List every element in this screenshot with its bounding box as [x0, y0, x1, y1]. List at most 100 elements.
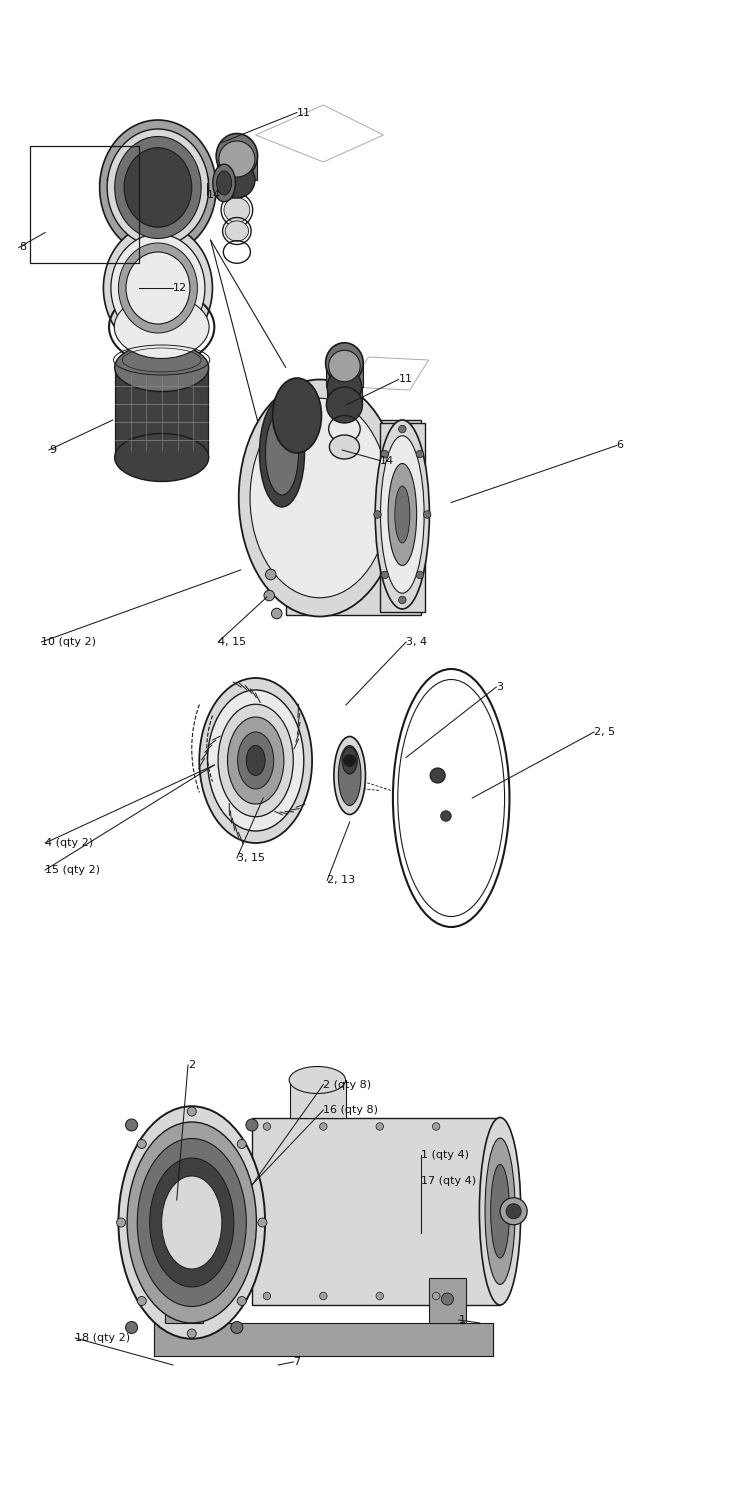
Ellipse shape: [111, 234, 205, 342]
Text: 3, 15: 3, 15: [237, 853, 265, 862]
Circle shape: [258, 1218, 267, 1227]
Polygon shape: [115, 368, 208, 458]
Ellipse shape: [250, 399, 390, 597]
Polygon shape: [286, 420, 421, 615]
Ellipse shape: [247, 746, 265, 776]
Ellipse shape: [327, 369, 362, 405]
Circle shape: [231, 1322, 243, 1334]
Circle shape: [263, 1292, 271, 1300]
Circle shape: [126, 1119, 138, 1131]
Circle shape: [399, 596, 406, 604]
Circle shape: [187, 1329, 196, 1338]
Text: 2: 2: [188, 1060, 195, 1070]
Text: 18 (qty 2): 18 (qty 2): [75, 1334, 130, 1342]
Circle shape: [138, 1296, 147, 1305]
Ellipse shape: [114, 136, 202, 238]
Circle shape: [320, 1122, 327, 1131]
Circle shape: [432, 1292, 440, 1300]
Ellipse shape: [208, 690, 304, 831]
Circle shape: [374, 510, 381, 519]
Ellipse shape: [326, 387, 362, 423]
Text: 14: 14: [207, 190, 221, 200]
Text: 2 (qty 8): 2 (qty 8): [323, 1080, 371, 1089]
Circle shape: [441, 810, 451, 822]
Text: 6: 6: [617, 441, 623, 450]
Circle shape: [344, 754, 356, 766]
Ellipse shape: [338, 746, 361, 806]
Ellipse shape: [118, 1107, 265, 1338]
Circle shape: [376, 1292, 384, 1300]
Ellipse shape: [219, 141, 255, 177]
Circle shape: [320, 1292, 327, 1300]
Text: 4, 15: 4, 15: [218, 638, 246, 646]
Circle shape: [506, 1203, 521, 1219]
Circle shape: [441, 1293, 453, 1305]
Ellipse shape: [273, 378, 322, 453]
Ellipse shape: [225, 220, 249, 242]
Circle shape: [264, 590, 274, 602]
Text: 16 (qty 8): 16 (qty 8): [323, 1106, 378, 1114]
Ellipse shape: [334, 736, 365, 815]
Polygon shape: [380, 423, 425, 612]
Bar: [30, 146, 139, 262]
Text: 10 (qty 2): 10 (qty 2): [41, 638, 96, 646]
Circle shape: [271, 608, 282, 619]
Ellipse shape: [265, 411, 299, 495]
Text: 11: 11: [297, 108, 311, 117]
Circle shape: [265, 568, 276, 580]
Circle shape: [416, 450, 423, 458]
Ellipse shape: [107, 165, 209, 195]
Ellipse shape: [217, 171, 232, 195]
Ellipse shape: [224, 198, 250, 222]
Ellipse shape: [218, 705, 293, 816]
Ellipse shape: [342, 747, 357, 774]
Ellipse shape: [103, 225, 212, 352]
Bar: [290, 1080, 346, 1118]
Ellipse shape: [259, 399, 305, 507]
Ellipse shape: [238, 732, 274, 789]
Ellipse shape: [217, 134, 257, 178]
Ellipse shape: [107, 129, 209, 246]
Text: 4 (qty 2): 4 (qty 2): [45, 839, 93, 848]
Ellipse shape: [119, 243, 197, 333]
Ellipse shape: [114, 344, 209, 392]
Text: 3: 3: [496, 682, 503, 692]
Ellipse shape: [124, 148, 192, 228]
Ellipse shape: [162, 1176, 222, 1269]
Text: 2, 5: 2, 5: [594, 728, 615, 736]
Circle shape: [126, 1322, 138, 1334]
Polygon shape: [327, 387, 362, 405]
Ellipse shape: [126, 252, 190, 324]
Polygon shape: [429, 1278, 466, 1323]
Circle shape: [423, 510, 431, 519]
Ellipse shape: [491, 1164, 510, 1258]
Text: 12: 12: [173, 284, 187, 292]
Text: 2, 13: 2, 13: [327, 876, 355, 885]
Polygon shape: [217, 159, 257, 180]
Text: 1 (qty 4): 1 (qty 4): [421, 1150, 469, 1160]
Circle shape: [432, 1122, 440, 1131]
Polygon shape: [154, 1323, 493, 1356]
Ellipse shape: [480, 1118, 520, 1305]
Circle shape: [416, 572, 423, 579]
Circle shape: [237, 1140, 246, 1149]
Circle shape: [237, 1296, 246, 1305]
Circle shape: [381, 572, 389, 579]
Ellipse shape: [99, 120, 217, 255]
Circle shape: [399, 424, 406, 433]
Circle shape: [381, 450, 389, 458]
Text: 11: 11: [399, 375, 413, 384]
Text: 1: 1: [459, 1316, 465, 1324]
Ellipse shape: [485, 1138, 515, 1284]
Circle shape: [500, 1197, 527, 1225]
Polygon shape: [252, 1118, 500, 1305]
Ellipse shape: [381, 435, 424, 594]
Text: 8: 8: [19, 243, 26, 252]
Text: 15 (qty 2): 15 (qty 2): [45, 865, 100, 874]
Ellipse shape: [137, 1138, 246, 1306]
Ellipse shape: [329, 351, 360, 382]
Ellipse shape: [99, 165, 217, 202]
Ellipse shape: [395, 486, 410, 543]
Circle shape: [138, 1140, 147, 1149]
Ellipse shape: [114, 296, 209, 358]
